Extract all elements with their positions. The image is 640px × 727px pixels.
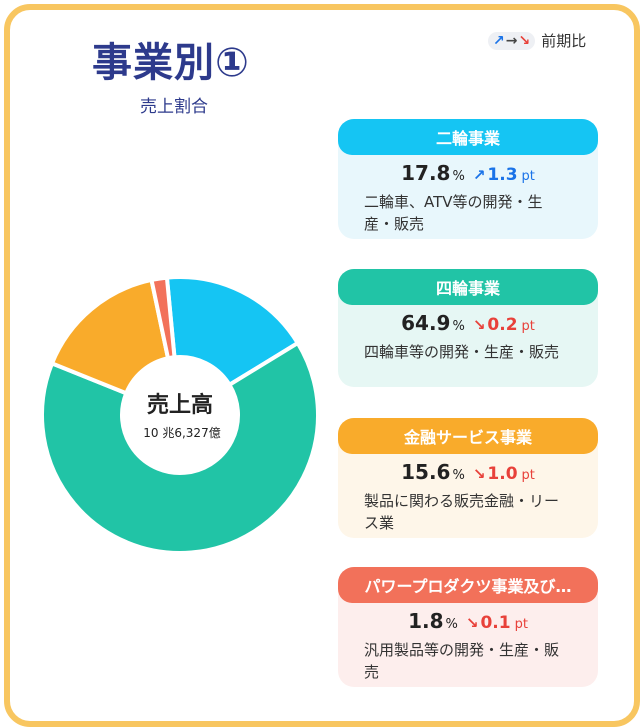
legend-label: 前期比: [541, 32, 587, 50]
arrow-up-icon: ↗: [493, 32, 505, 49]
segment-share: 17.8: [401, 161, 451, 185]
donut-slice-0: [164, 275, 301, 388]
segment-card-title: 金融サービス事業: [338, 418, 598, 454]
segment-card-automobile: 四輪事業 64.9 % ↘ 0.2 pt 四輪車等の開発・生産・販売: [338, 269, 598, 387]
segment-change: 0.2: [487, 315, 518, 335]
segment-change: 1.3: [487, 165, 518, 185]
legend-arrows: ↗ → ↘: [488, 31, 536, 50]
segment-stat: 1.8 % ↘ 0.1 pt: [350, 609, 586, 633]
page-title: 事業別①: [92, 40, 250, 86]
segment-description: 二輪車、ATV等の開発・生産・販売: [364, 193, 543, 233]
segment-change-unit: pt: [521, 319, 535, 334]
donut-slice-1: [40, 340, 320, 555]
segment-card-motorcycle: 二輪事業 17.8 % ↗ 1.3 pt 二輪車、ATV等の開発・生産・販売: [338, 119, 598, 239]
change-legend: ↗ → ↘ 前期比: [488, 30, 586, 51]
segment-stat: 17.8 % ↗ 1.3 pt: [350, 161, 586, 185]
chart-center-value: 10 兆6,327億: [143, 426, 220, 440]
segment-share: 15.6: [401, 460, 451, 484]
segment-change: 0.1: [480, 613, 511, 633]
segment-stat: 64.9 % ↘ 0.2 pt: [350, 311, 586, 335]
segment-change-unit: pt: [514, 617, 528, 632]
segment-change-unit: pt: [521, 468, 535, 483]
segment-card-title: 二輪事業: [338, 119, 598, 155]
segment-description: 汎用製品等の開発・生産・販売: [364, 641, 560, 681]
segment-change-unit: pt: [521, 169, 535, 184]
change-arrow-icon: ↘: [465, 614, 479, 632]
segment-card-financial-services: 金融サービス事業 15.6 % ↘ 1.0 pt 製品に関わる販売金融・リース業: [338, 418, 598, 538]
segment-share-unit: %: [452, 319, 465, 334]
donut-slice-3: [149, 275, 177, 361]
page-subtitle: 売上割合: [140, 97, 208, 117]
segment-card-title: パワープロダクツ事業及び…: [338, 567, 598, 603]
change-arrow-icon: ↘: [472, 316, 486, 334]
donut-slice-2: [49, 277, 171, 396]
segment-change: 1.0: [487, 464, 518, 484]
segment-share: 1.8: [408, 609, 444, 633]
segment-stat: 15.6 % ↘ 1.0 pt: [350, 460, 586, 484]
change-arrow-icon: ↘: [472, 465, 486, 483]
segment-description: 四輪車等の開発・生産・販売: [364, 343, 560, 361]
change-arrow-icon: ↗: [472, 166, 486, 184]
segment-share-unit: %: [452, 169, 465, 184]
segment-share: 64.9: [401, 311, 451, 335]
segment-share-unit: %: [452, 468, 465, 483]
segment-share-unit: %: [445, 617, 458, 632]
arrow-right-icon: →: [505, 32, 518, 49]
segment-card-power-products: パワープロダクツ事業及び… 1.8 % ↘ 0.1 pt 汎用製品等の開発・生産…: [338, 567, 598, 687]
segment-card-title: 四輪事業: [338, 269, 598, 305]
arrow-down-icon: ↘: [518, 32, 531, 49]
chart-center-label: 売上高: [147, 392, 213, 418]
segment-description: 製品に関わる販売金融・リース業: [364, 492, 560, 532]
